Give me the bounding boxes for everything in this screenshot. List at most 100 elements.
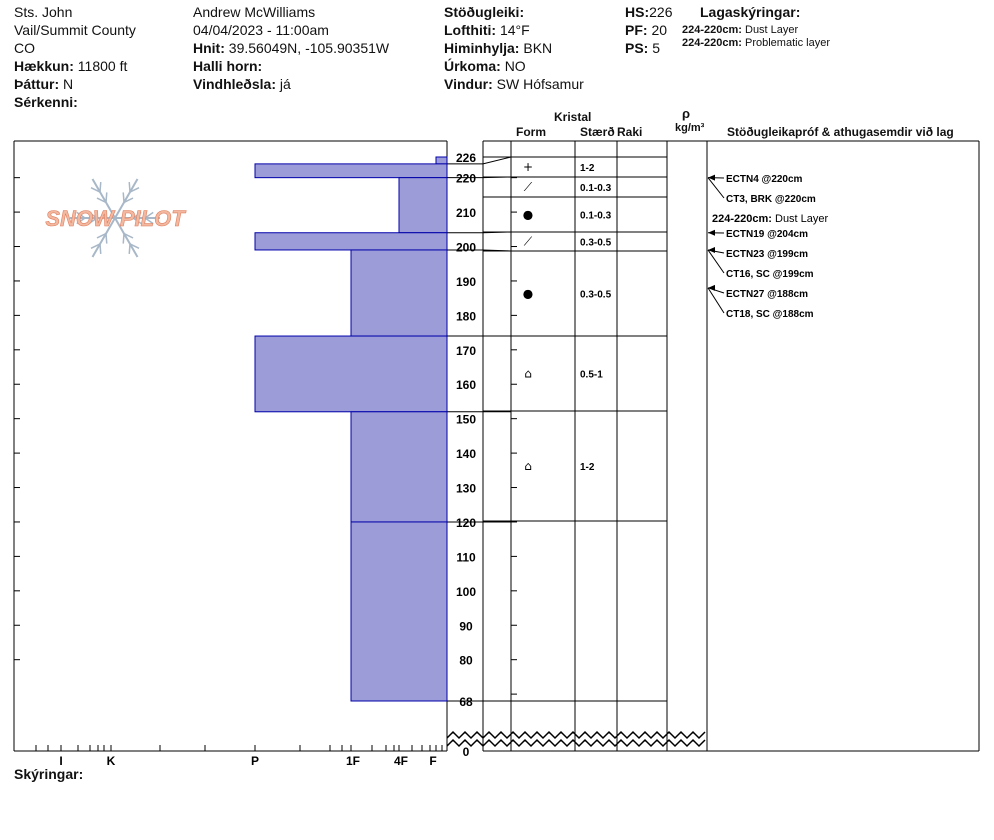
- snowflake-branch: [90, 187, 101, 193]
- aspect-value: N: [63, 76, 74, 92]
- legend-text: Problematic layer: [745, 37, 830, 49]
- depth-label: 130: [456, 482, 476, 496]
- precip: Úrkoma: NO: [444, 58, 526, 74]
- ps-label: PS:: [625, 40, 649, 56]
- wind: Vindur: SW Hófsamur: [444, 76, 584, 92]
- airtemp: Lofthiti: 14°F: [444, 22, 530, 38]
- crystal-form-symbol: ⌂: [524, 459, 532, 473]
- rho-header: ρ: [682, 106, 691, 121]
- arrow-head: [708, 174, 715, 181]
- legend-title: Lagaskýringar:: [700, 4, 801, 20]
- coords-label: Hnit:: [193, 40, 225, 56]
- test-result: CT18, SC @188cm: [726, 309, 814, 320]
- break-zigzag: [446, 730, 706, 740]
- snowflake-branch: [88, 217, 98, 225]
- test-result: ECTN27 @188cm: [726, 289, 808, 300]
- depth-label: 190: [456, 275, 476, 289]
- zone: Vail/Summit County: [14, 22, 136, 38]
- layer-connector: [447, 176, 512, 179]
- depth-label: 210: [456, 206, 476, 220]
- stability-label: Stöðugleiki:: [444, 4, 525, 20]
- arrow-head: [708, 284, 715, 291]
- hardness-bar: [254, 335, 448, 413]
- elevation-value: 11800 ft: [77, 58, 128, 74]
- hardness-bar: [350, 411, 448, 523]
- test-result: ECTN19 @204cm: [726, 229, 808, 240]
- snowflake-branch: [96, 197, 107, 204]
- snowflake-branch: [144, 217, 154, 225]
- elevation-label: Hækkun:: [14, 58, 74, 74]
- depth-label: 220: [456, 172, 476, 186]
- crystal-size: 0.5-1: [580, 370, 603, 381]
- pf-value: 20: [651, 22, 668, 38]
- sky-value: BKN: [523, 40, 553, 56]
- depth-label: 90: [459, 619, 473, 633]
- snowflake-branch: [132, 217, 142, 225]
- hs-value: 226: [649, 4, 673, 20]
- snowflake-branch: [123, 232, 134, 239]
- snowflake-branch: [129, 243, 140, 249]
- test-note: 224-220cm: Dust Layer: [712, 213, 829, 225]
- location: Sts. John: [14, 4, 73, 20]
- arrow-head: [708, 229, 715, 236]
- hardness-bar: [254, 163, 448, 179]
- crystal-form-symbol: +: [523, 160, 533, 174]
- depth-label: 160: [456, 378, 476, 392]
- layer-connector: [447, 231, 512, 234]
- coords-value: 39.56049N, -105.90351W: [228, 40, 390, 56]
- sky-label: Himinhylja:: [444, 40, 520, 56]
- hs: HS:226: [625, 4, 672, 20]
- depth-label: 100: [456, 585, 476, 599]
- depth-label: 150: [456, 413, 476, 427]
- hardness-bar: [435, 156, 448, 165]
- hardness-label: I: [59, 754, 62, 768]
- snowflake-branch: [76, 217, 86, 225]
- wind-value: SW Hófsamur: [496, 76, 584, 92]
- depth-label: 120: [456, 516, 476, 530]
- snowflake-branch: [129, 187, 140, 193]
- hardness-bar: [350, 521, 448, 702]
- snowflake-arm: [114, 217, 139, 258]
- snowflake-branch: [96, 232, 107, 239]
- elevation: Hækkun: 11800 ft: [14, 58, 127, 74]
- ps: PS: 5: [625, 40, 660, 56]
- hardness-bar: [254, 232, 448, 251]
- depth-label: 80: [459, 654, 473, 668]
- snowflake-branch: [122, 233, 125, 244]
- snowflake-branch: [76, 211, 86, 219]
- depth-label: 226: [456, 151, 476, 165]
- legend-item: 224-220cm: Dust Layer: [682, 24, 798, 36]
- test-result: ECTN4 @220cm: [726, 174, 803, 185]
- specifics-label: Sérkenni:: [14, 94, 78, 110]
- snowpilot-logo: SNOW PILOT: [45, 206, 186, 231]
- snowflake-branch: [144, 211, 154, 219]
- hs-label: HS:: [625, 4, 650, 20]
- test-result: CT16, SC @199cm: [726, 269, 814, 280]
- depth-label: 180: [456, 309, 476, 323]
- snowflake-branch: [90, 243, 101, 249]
- crystal-form-symbol: ●: [523, 287, 533, 301]
- form-header: Form: [516, 125, 546, 139]
- pf: PF: 20: [625, 22, 667, 38]
- layer-connector: [447, 249, 512, 252]
- hardness-label: P: [251, 754, 259, 768]
- snowflake-branch: [105, 192, 108, 203]
- state: CO: [14, 40, 35, 56]
- tests-header: Stöðugleikapróf & athugasemdir við lag: [727, 125, 954, 139]
- comments-label: Skýringar:: [14, 766, 84, 782]
- layer-connector: [447, 156, 512, 165]
- pf-label: PF:: [625, 22, 648, 38]
- crystal-form-symbol: ●: [523, 208, 533, 222]
- snowflake-branch: [105, 233, 108, 244]
- snowflake-branch: [88, 211, 98, 219]
- arrow-head: [708, 246, 715, 253]
- depth-label: 110: [456, 550, 476, 564]
- crystal-size: 0.1-0.3: [580, 211, 612, 222]
- snowflake-branch: [128, 181, 131, 193]
- snowflake-branch: [99, 181, 102, 193]
- hardness-label: F: [429, 754, 436, 768]
- ps-value: 5: [652, 40, 661, 56]
- crystal-form-symbol: ⌂: [524, 367, 532, 381]
- test-result: ECTN23 @199cm: [726, 249, 808, 260]
- density-unit: kg/m³: [675, 122, 705, 134]
